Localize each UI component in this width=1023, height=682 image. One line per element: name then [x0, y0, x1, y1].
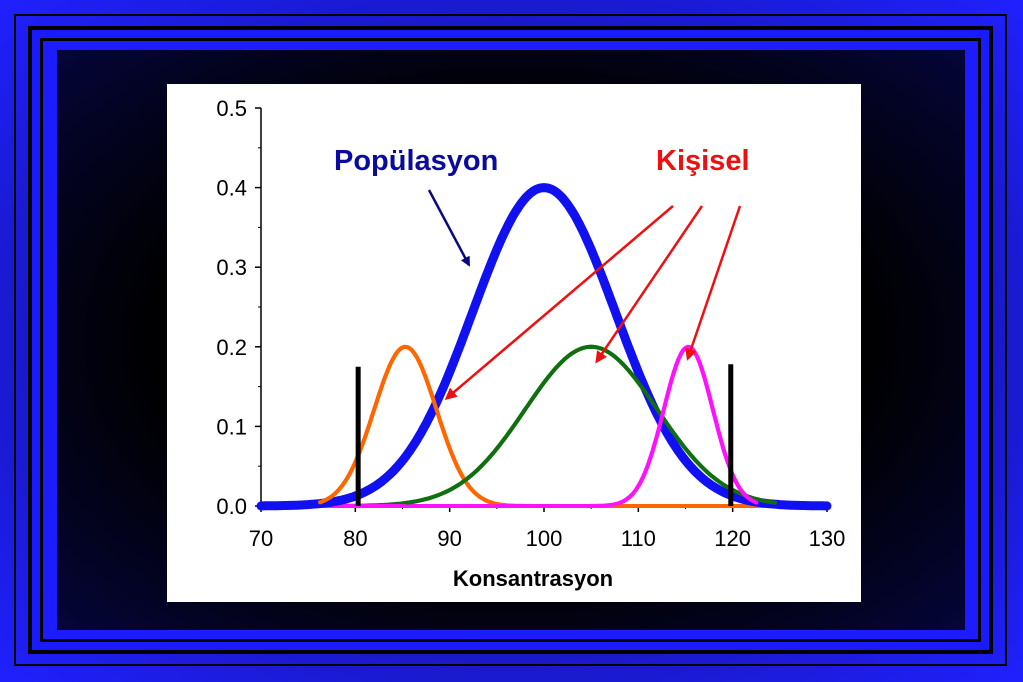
individual-arrow-orange	[444, 205, 674, 400]
x-axis-label: Konsantrasyon	[453, 566, 613, 591]
x-tick-label: 70	[249, 526, 273, 551]
reference-lines	[355, 364, 734, 506]
series-line-overlay	[405, 344, 778, 505]
chart-area: 0.0 0.1 0.2 0.3 0.4 0.5 70 80 90 100 110 120 130 Pop…	[167, 84, 861, 602]
curves	[256, 183, 832, 511]
y-tick-label: 0.3	[216, 255, 247, 280]
x-tick-label: 110	[621, 526, 656, 551]
individual-arrow-green	[595, 205, 704, 364]
x-tick-label: 120	[714, 526, 751, 551]
x-tick-label: 100	[526, 526, 563, 551]
x-tick-label: 90	[437, 526, 461, 551]
individual-annotation: Kişisel	[656, 145, 750, 177]
series-line-overlay	[619, 344, 759, 505]
axes: 0.0 0.1 0.2 0.3 0.4 0.5 70 80 90 100 110 120 130	[216, 96, 845, 551]
x-tick-label: 130	[809, 526, 846, 551]
y-tick-label: 0.5	[216, 96, 247, 121]
x-tick-label: 80	[343, 526, 367, 551]
distribution-chart: 0.0 0.1 0.2 0.3 0.4 0.5 70 80 90 100 110 120 130 Pop…	[216, 96, 845, 591]
y-tick-label: 0.2	[216, 335, 247, 360]
series-line-overlay	[318, 344, 495, 505]
y-tick-label: 0.4	[216, 176, 247, 201]
population-annotation: Popülasyon	[334, 145, 498, 177]
annotation-arrows	[427, 189, 742, 400]
outer-frame	[14, 14, 1007, 666]
y-tick-label: 0.0	[216, 494, 247, 519]
population-arrow	[427, 189, 471, 267]
y-tick-label: 0.1	[216, 414, 247, 439]
individual-arrow-magenta	[685, 205, 742, 361]
series-line	[256, 183, 832, 511]
